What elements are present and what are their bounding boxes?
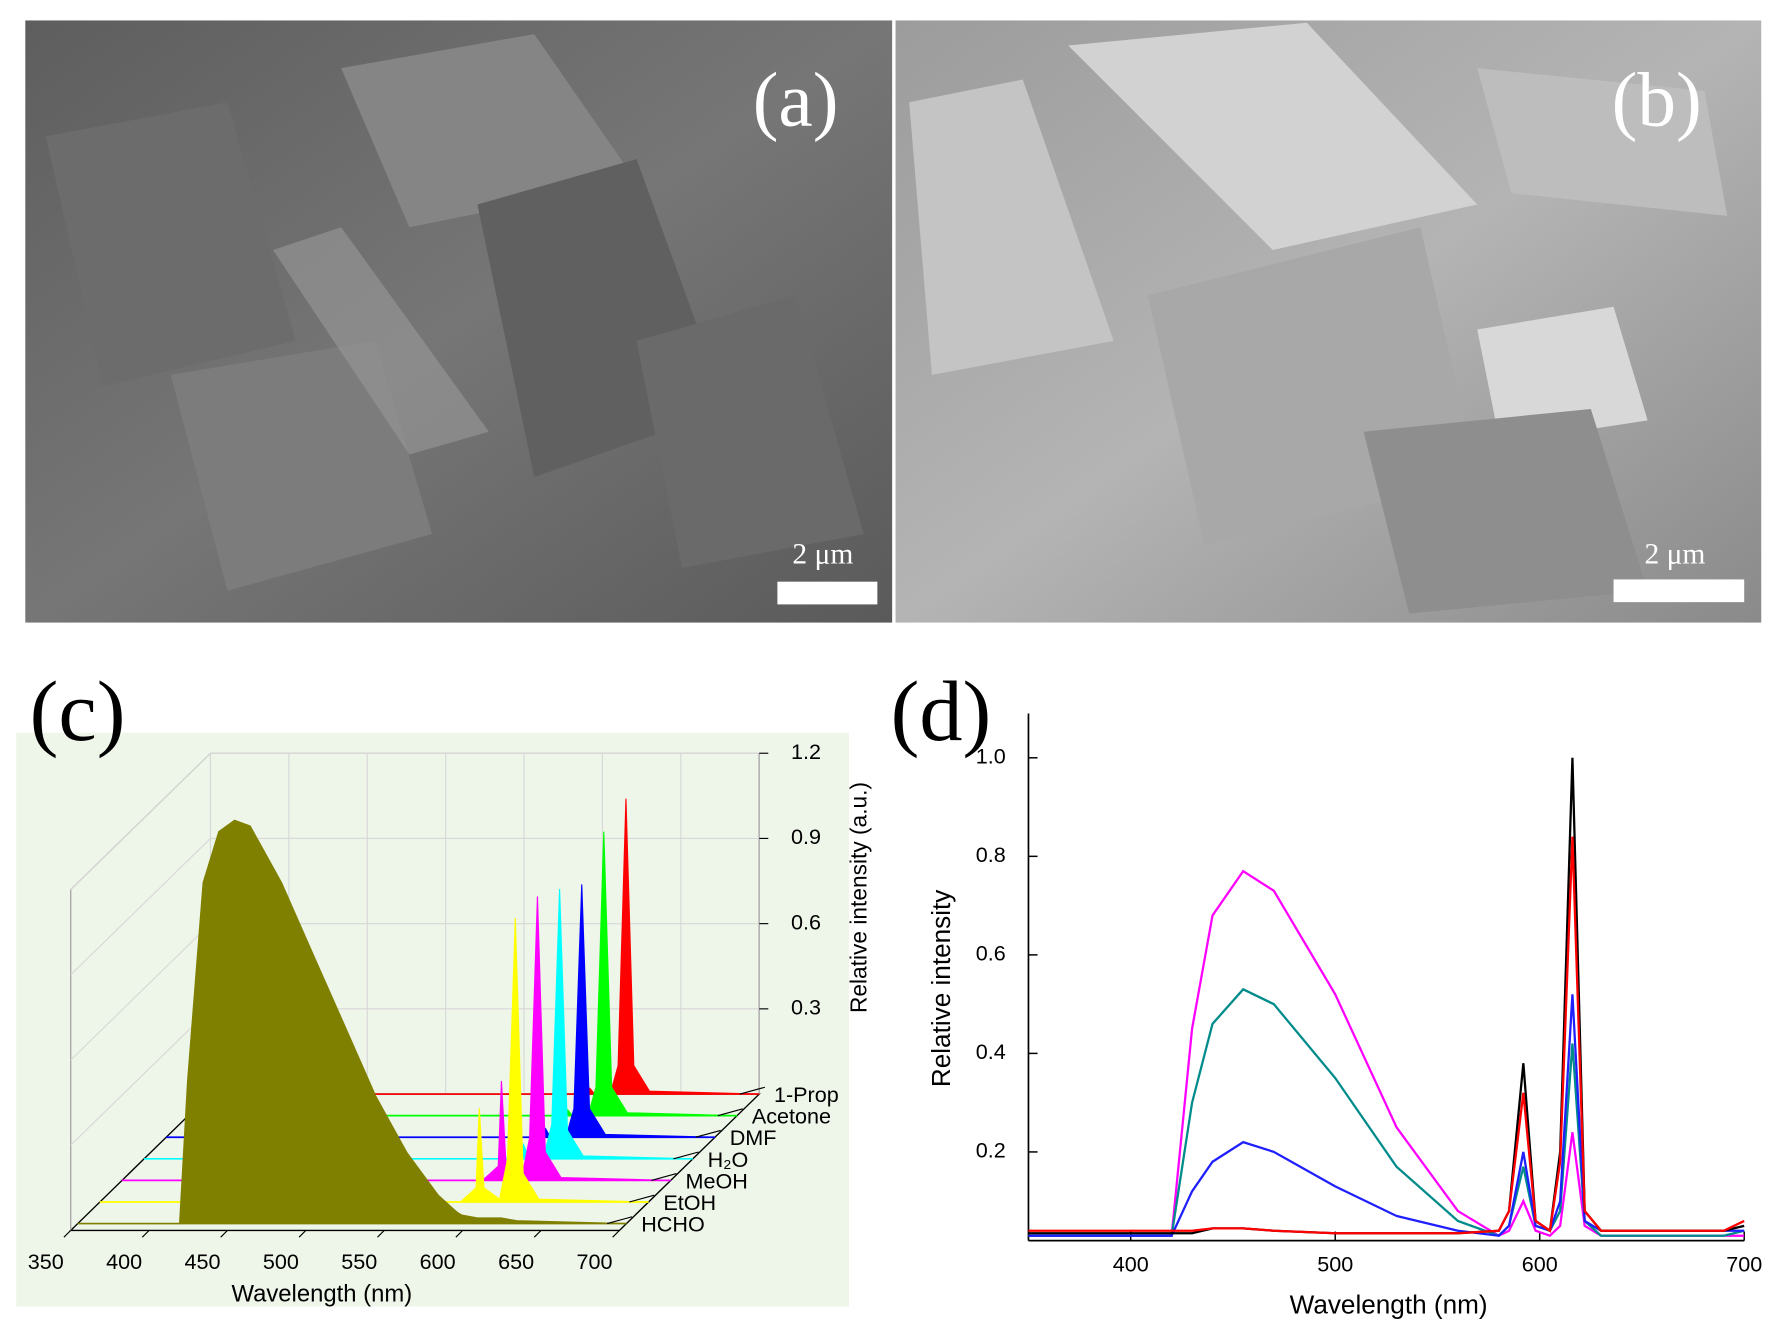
z-tick-label: 1.2 (791, 739, 821, 764)
z-tick-label: 0.9 (791, 824, 821, 849)
grid-line (70, 923, 211, 1061)
x-tick (612, 1229, 620, 1238)
series-label: 1-Prop (774, 1082, 839, 1107)
x-tick (298, 1229, 307, 1238)
y-tick-label: 0.8 (976, 842, 1006, 867)
scale-bar (1613, 579, 1745, 603)
image-label: (a) (753, 57, 839, 143)
z-axis-label: Relative intensity (a.u.) (845, 782, 871, 1013)
y-tick-label: 0.2 (976, 1138, 1006, 1163)
y-tick-label: 0.6 (976, 941, 1006, 966)
series-label: HCHO (641, 1212, 705, 1237)
scale-bar (777, 581, 878, 605)
y-tick-label: 1.0 (976, 744, 1006, 769)
x-axis-label: Wavelength (nm) (231, 1280, 412, 1307)
series-tick (739, 1086, 766, 1095)
spectrum-line (1028, 757, 1745, 1235)
spectrum-area (77, 819, 627, 1225)
x-tick (220, 1229, 228, 1238)
x-tick-label: 350 (28, 1249, 64, 1274)
x-tick-label: 500 (1317, 1251, 1353, 1276)
series-tick (606, 1216, 633, 1225)
panel-label: (c) (30, 663, 126, 759)
x-tick (533, 1229, 542, 1238)
panel-label: (d) (891, 663, 992, 759)
series-tick (717, 1108, 743, 1117)
spectrum-line (1028, 994, 1745, 1237)
series-tick (673, 1151, 699, 1160)
x-axis-label: Wavelength (nm) (1290, 1289, 1488, 1319)
series-label: DMF (730, 1125, 777, 1150)
series-label: H₂O (708, 1147, 749, 1172)
x-tick-label: 400 (1113, 1251, 1149, 1276)
sem-image-b: (b) 2 μm (895, 20, 1762, 623)
x-tick-label: 600 (1522, 1251, 1558, 1276)
series-label: MeOH (685, 1168, 747, 1193)
z-tick-label: 0.3 (791, 995, 821, 1020)
x-tick-label: 700 (576, 1249, 612, 1274)
x-tick (377, 1229, 385, 1238)
x-tick-label: 550 (341, 1249, 377, 1274)
grid-line (70, 838, 211, 976)
image-label: (b) (1612, 57, 1702, 143)
z-tick-label: 0.6 (791, 909, 821, 934)
x-tick-label: 700 (1726, 1251, 1762, 1276)
series-tick (651, 1173, 677, 1181)
x-tick-label: 650 (498, 1249, 534, 1274)
x-tick (141, 1229, 150, 1238)
spectrum-line (1028, 987, 1745, 1238)
spectrum-line (1028, 869, 1745, 1238)
sem-image-a: (a) 2 μm (25, 20, 893, 623)
x-tick-label: 500 (263, 1249, 299, 1274)
y-axis-label: Relative intensity (926, 889, 956, 1087)
scale-bar-label: 2 μm (1644, 538, 1705, 570)
chart-d: 400 500 600 700 0.2 0.4 0.6 0.8 1.0 Wavelength (n… (891, 663, 1763, 1319)
x-tick (455, 1229, 464, 1238)
grid-line (70, 752, 211, 890)
series-tick (695, 1129, 721, 1138)
x-tick-label: 600 (420, 1249, 456, 1274)
grid-line (70, 1008, 211, 1146)
scale-bar-label: 2 μm (792, 538, 853, 570)
chart-c: 350 400 450 500 550 600 650 700 0.3 0.6 0.9 1.2 1-Pr… (16, 663, 871, 1307)
x-tick-label: 450 (185, 1249, 221, 1274)
series-label: Acetone (752, 1104, 831, 1129)
x-tick (63, 1229, 72, 1238)
series-label: EtOH (663, 1190, 716, 1215)
y-tick-label: 0.4 (976, 1039, 1006, 1064)
x-tick-label: 400 (106, 1249, 142, 1274)
series-tick (629, 1194, 655, 1203)
spectrum-line (1028, 836, 1745, 1235)
